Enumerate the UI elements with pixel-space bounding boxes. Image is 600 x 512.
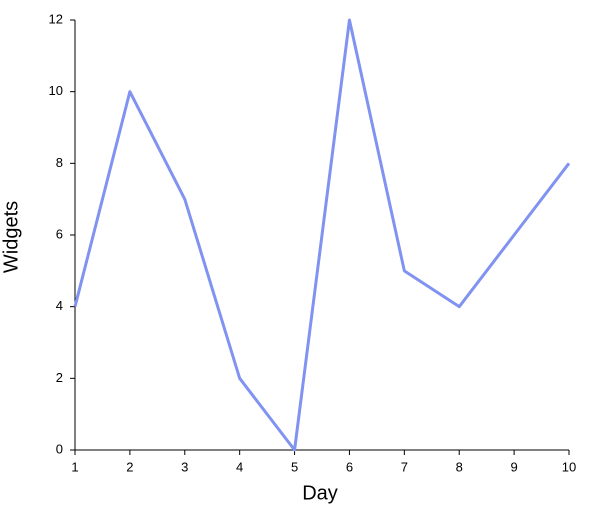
y-tick-label: 8 [56, 155, 63, 170]
y-tick-label: 6 [56, 226, 63, 241]
x-tick-label: 5 [291, 459, 298, 474]
y-tick-label: 4 [56, 298, 63, 313]
x-tick-label: 9 [510, 459, 517, 474]
y-tick-label: 12 [49, 11, 63, 26]
x-tick-label: 7 [401, 459, 408, 474]
x-tick-label: 4 [236, 459, 243, 474]
y-tick-label: 2 [56, 370, 63, 385]
x-axis-title: Day [302, 482, 338, 504]
x-tick-label: 6 [346, 459, 353, 474]
y-tick-label: 10 [49, 83, 63, 98]
x-tick-label: 2 [126, 459, 133, 474]
x-tick-label: 10 [562, 459, 576, 474]
data-line [73, 18, 571, 452]
y-axis-title: Widgets [0, 201, 22, 273]
x-tick-label: 3 [181, 459, 188, 474]
y-tick-label: 0 [56, 441, 63, 456]
x-tick-label: 8 [456, 459, 463, 474]
x-tick-label: 1 [71, 459, 78, 474]
